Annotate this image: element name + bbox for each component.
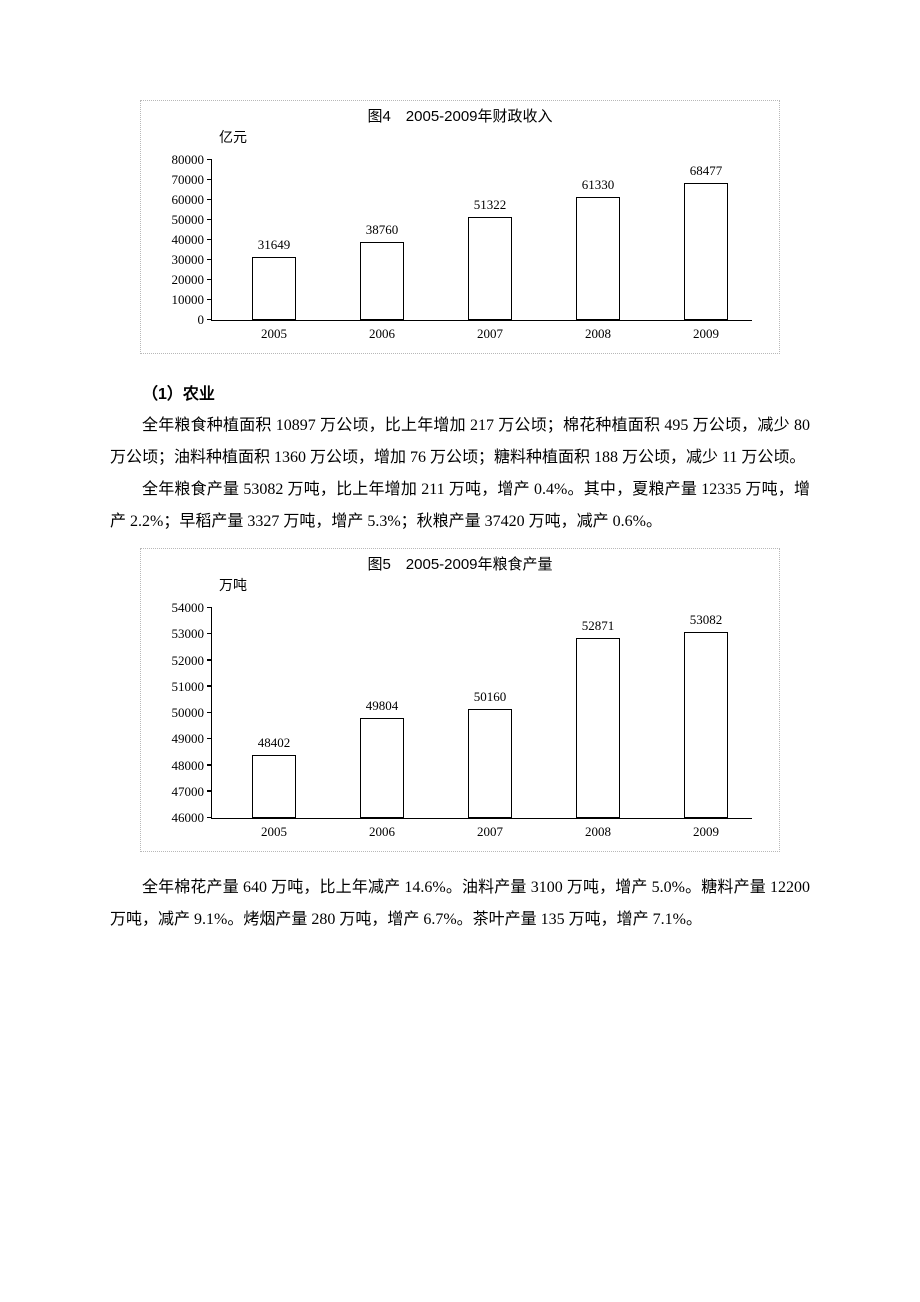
y-tick-mark (207, 633, 212, 635)
y-tick-label: 51000 (152, 679, 204, 695)
bar (468, 709, 512, 818)
chart4-box: 图4 2005-2009年财政收入 亿元 0100002000030000400… (140, 100, 780, 354)
y-tick-mark (207, 712, 212, 714)
bar-value-label: 50160 (460, 689, 520, 705)
bar (684, 632, 728, 818)
chart4-plot: 0100002000030000400005000060000700008000… (211, 160, 752, 321)
y-tick-mark (207, 279, 212, 281)
x-category-label: 2007 (460, 824, 520, 840)
bar-value-label: 53082 (676, 612, 736, 628)
document-page: 图4 2005-2009年财政收入 亿元 0100002000030000400… (0, 0, 920, 996)
paragraph-planting-area: 全年粮食种植面积 10897 万公顷，比上年增加 217 万公顷；棉花种植面积 … (110, 410, 810, 474)
chart5-title: 图5 2005-2009年粮食产量 (151, 553, 769, 574)
y-tick-mark (207, 179, 212, 181)
bar (576, 638, 620, 818)
bar (468, 217, 512, 320)
y-tick-mark (207, 239, 212, 241)
y-tick-mark (207, 659, 212, 661)
bar (576, 197, 620, 320)
y-tick-mark (207, 259, 212, 261)
y-tick-label: 49000 (152, 731, 204, 747)
paragraph-other-crops: 全年棉花产量 640 万吨，比上年减产 14.6%。油料产量 3100 万吨，增… (110, 872, 810, 936)
y-tick-label: 47000 (152, 784, 204, 800)
y-tick-mark (207, 159, 212, 161)
x-category-label: 2005 (244, 326, 304, 342)
x-category-label: 2009 (676, 326, 736, 342)
y-tick-mark (207, 764, 212, 766)
y-tick-mark (207, 790, 212, 792)
x-category-label: 2008 (568, 326, 628, 342)
y-tick-label: 46000 (152, 810, 204, 826)
bar-value-label: 38760 (352, 222, 412, 238)
y-tick-label: 20000 (152, 272, 204, 288)
y-tick-mark (207, 299, 212, 301)
bar (684, 183, 728, 320)
y-tick-mark (207, 219, 212, 221)
chart4-title: 图4 2005-2009年财政收入 (151, 105, 769, 126)
y-tick-label: 70000 (152, 172, 204, 188)
y-tick-label: 10000 (152, 292, 204, 308)
chart5-y-unit: 万吨 (219, 575, 247, 595)
y-tick-label: 50000 (152, 705, 204, 721)
bar-value-label: 49804 (352, 698, 412, 714)
x-category-label: 2006 (352, 326, 412, 342)
chart4-y-unit: 亿元 (219, 127, 247, 147)
y-tick-label: 60000 (152, 192, 204, 208)
y-tick-mark (207, 607, 212, 609)
y-tick-label: 52000 (152, 653, 204, 669)
chart4-container: 图4 2005-2009年财政收入 亿元 0100002000030000400… (140, 100, 780, 354)
bar (252, 257, 296, 320)
chart5-plot: 4600047000480004900050000510005200053000… (211, 608, 752, 819)
y-tick-mark (207, 817, 212, 819)
y-tick-label: 0 (152, 312, 204, 328)
x-category-label: 2008 (568, 824, 628, 840)
chart5-container: 图5 2005-2009年粮食产量 万吨 4600047000480004900… (140, 548, 780, 852)
y-tick-label: 53000 (152, 626, 204, 642)
bar-value-label: 48402 (244, 735, 304, 751)
x-category-label: 2007 (460, 326, 520, 342)
y-tick-label: 50000 (152, 212, 204, 228)
bar-value-label: 68477 (676, 163, 736, 179)
bar (360, 242, 404, 320)
x-category-label: 2006 (352, 824, 412, 840)
bar-value-label: 52871 (568, 618, 628, 634)
x-category-label: 2009 (676, 824, 736, 840)
y-tick-label: 48000 (152, 758, 204, 774)
bar-value-label: 61330 (568, 177, 628, 193)
y-tick-label: 40000 (152, 232, 204, 248)
y-tick-mark (207, 319, 212, 321)
y-tick-mark (207, 738, 212, 740)
section-heading-agriculture: （1）农业 (110, 380, 810, 404)
y-tick-mark (207, 199, 212, 201)
y-tick-label: 54000 (152, 600, 204, 616)
bar-value-label: 51322 (460, 197, 520, 213)
bar-value-label: 31649 (244, 237, 304, 253)
x-category-label: 2005 (244, 824, 304, 840)
bar (252, 755, 296, 818)
bar (360, 718, 404, 818)
y-tick-mark (207, 685, 212, 687)
y-tick-label: 30000 (152, 252, 204, 268)
y-tick-label: 80000 (152, 152, 204, 168)
paragraph-grain-output: 全年粮食产量 53082 万吨，比上年增加 211 万吨，增产 0.4%。其中，… (110, 474, 810, 538)
chart5-box: 图5 2005-2009年粮食产量 万吨 4600047000480004900… (140, 548, 780, 852)
